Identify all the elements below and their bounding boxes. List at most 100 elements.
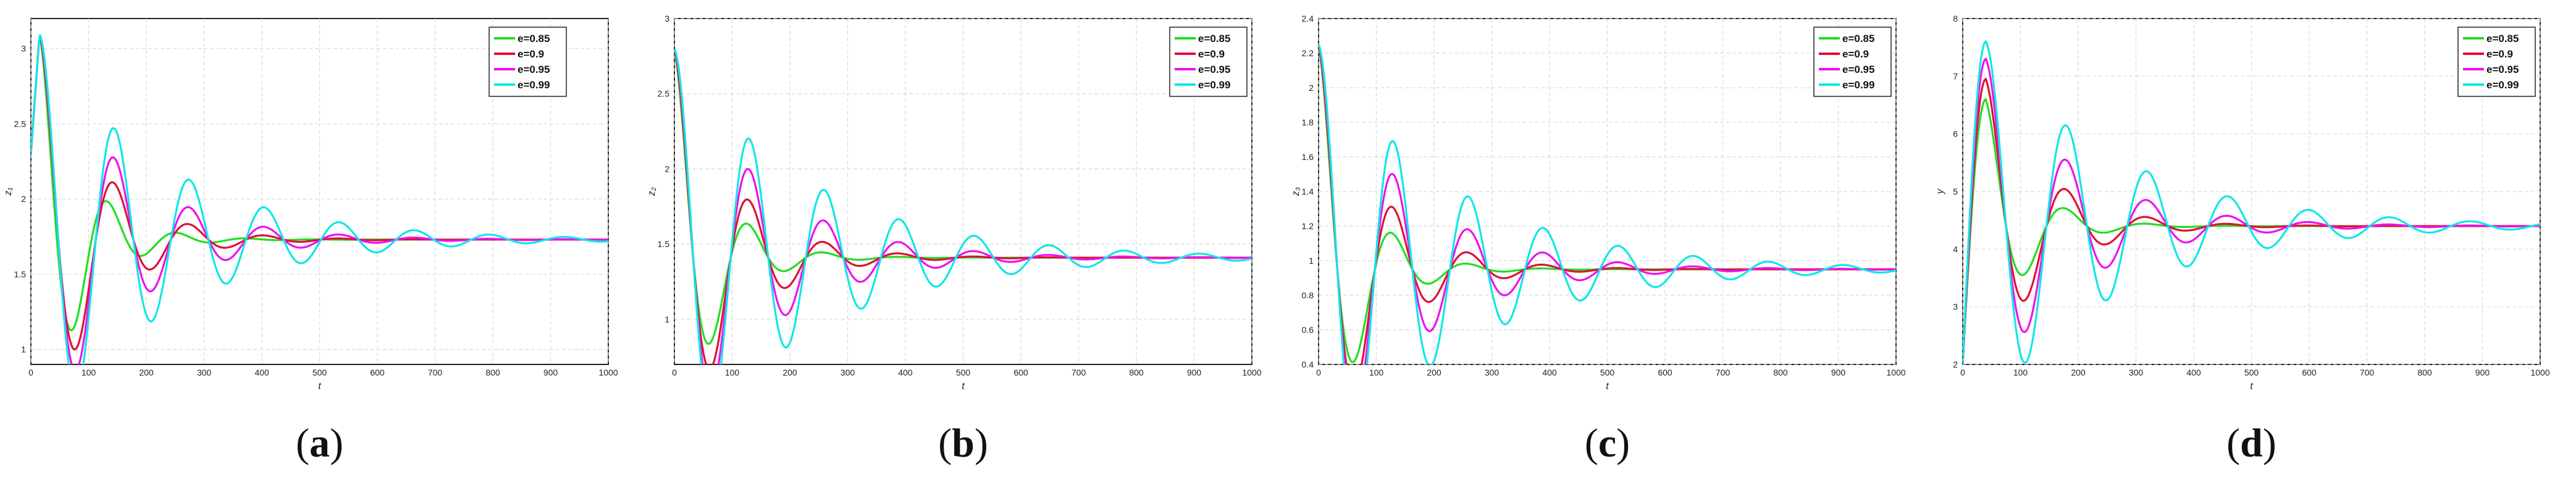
x-tick-label: 300 bbox=[841, 368, 855, 377]
y-tick-label: 2 bbox=[1309, 83, 1314, 93]
y-tick-label: 1.5 bbox=[14, 269, 27, 279]
x-tick-label: 900 bbox=[1187, 368, 1202, 377]
x-axis-label: t bbox=[962, 381, 965, 392]
y-tick-label: 1 bbox=[665, 314, 669, 324]
legend-label: e=0.99 bbox=[1198, 79, 1230, 91]
x-axis-label: t bbox=[1606, 381, 1609, 392]
x-tick-label: 800 bbox=[1129, 368, 1144, 377]
x-tick-label: 900 bbox=[543, 368, 558, 377]
legend-label: e=0.95 bbox=[518, 64, 550, 75]
y-tick-label: 2 bbox=[1953, 359, 1958, 369]
y-tick-label: 1.8 bbox=[1302, 117, 1314, 127]
x-tick-label: 800 bbox=[1773, 368, 1788, 377]
chart-svg-a: 0 100 200 300 400 500 600 700 800 900 1000 1 1.5 2 2.5… bbox=[3, 18, 618, 392]
chart-panel-d: 0 100 200 300 400 500 600 700 800 900 1000 2 3 4 5 6 7 8 t… bbox=[1932, 0, 2575, 496]
panel-caption: (b) bbox=[938, 421, 988, 466]
y-axis-label: z₂ bbox=[647, 187, 657, 196]
chart-panel-b: 0 100 200 300 400 500 600 700 800 900 1000 1 1.5 2 2.5… bbox=[644, 0, 1287, 496]
chart-panel-c: 0 100 200 300 400 500 600 700 800 900 1000 0.4 0.6 0.… bbox=[1288, 0, 1931, 496]
caption-letter: a bbox=[309, 421, 330, 466]
legend-label: e=0.85 bbox=[1198, 33, 1230, 44]
legend-label: e=0.99 bbox=[2486, 79, 2519, 91]
legend-label: e=0.99 bbox=[1842, 79, 1874, 91]
legend-label: e=0.85 bbox=[2486, 33, 2519, 44]
y-tick-label: 2 bbox=[665, 164, 669, 174]
caption-letter: b bbox=[952, 421, 975, 466]
x-tick-label: 700 bbox=[2360, 368, 2375, 377]
x-tick-label: 500 bbox=[2244, 368, 2259, 377]
x-tick-label: 800 bbox=[485, 368, 500, 377]
series-line-e099 bbox=[1963, 40, 2540, 364]
x-tick-label: 600 bbox=[370, 368, 385, 377]
caption-letter: d bbox=[2240, 421, 2263, 466]
legend-label: e=0.95 bbox=[1198, 64, 1230, 75]
x-tick-label: 600 bbox=[1658, 368, 1672, 377]
x-tick-label: 0 bbox=[1316, 368, 1321, 377]
legend-label: e=0.9 bbox=[1842, 48, 1869, 60]
x-tick-label: 100 bbox=[1369, 368, 1384, 377]
y-tick-label: 0.6 bbox=[1302, 325, 1314, 335]
chart-panel-a: 0 100 200 300 400 500 600 700 800 900 1000 1 1.5 2 2.5… bbox=[0, 0, 644, 496]
y-tick-label: 5 bbox=[1953, 187, 1958, 196]
x-tick-label: 400 bbox=[898, 368, 913, 377]
y-tick-label: 2.4 bbox=[1302, 14, 1314, 23]
x-tick-label: 600 bbox=[2302, 368, 2317, 377]
y-tick-label: 3 bbox=[21, 44, 26, 54]
panel-caption: (a) bbox=[296, 421, 343, 466]
y-tick-label: 2.5 bbox=[14, 119, 27, 128]
y-tick-label: 1.6 bbox=[1302, 152, 1314, 162]
x-tick-label: 700 bbox=[1716, 368, 1731, 377]
x-tick-label: 300 bbox=[2129, 368, 2144, 377]
x-tick-label: 100 bbox=[2013, 368, 2028, 377]
y-tick-label: 8 bbox=[1953, 14, 1958, 23]
y-tick-label: 4 bbox=[1953, 244, 1958, 254]
x-tick-label: 900 bbox=[1831, 368, 1846, 377]
chart-svg-b: 0 100 200 300 400 500 600 700 800 900 1000 1 1.5 2 2.5… bbox=[647, 14, 1262, 392]
y-tick-label: 6 bbox=[1953, 129, 1958, 139]
y-tick-label: 1.2 bbox=[1302, 221, 1314, 231]
x-tick-label: 100 bbox=[82, 368, 96, 377]
x-tick-label: 400 bbox=[254, 368, 269, 377]
y-axis-label: y bbox=[1935, 188, 1945, 195]
series-line-e099 bbox=[674, 48, 1252, 364]
x-axis-label: t bbox=[318, 381, 321, 392]
legend-label: e=0.85 bbox=[518, 33, 550, 44]
x-axis-label: t bbox=[2250, 381, 2253, 392]
y-tick-label: 7 bbox=[1953, 71, 1958, 81]
x-tick-label: 1000 bbox=[1886, 368, 1905, 377]
x-tick-label: 500 bbox=[956, 368, 971, 377]
x-tick-label: 700 bbox=[428, 368, 443, 377]
x-tick-label: 0 bbox=[672, 368, 677, 377]
x-tick-label: 200 bbox=[139, 368, 154, 377]
x-tick-label: 700 bbox=[1072, 368, 1086, 377]
y-tick-label: 3 bbox=[1953, 302, 1958, 312]
y-tick-label: 0.4 bbox=[1302, 359, 1314, 369]
y-tick-label: 1.5 bbox=[658, 239, 670, 249]
y-tick-label: 1 bbox=[1309, 256, 1314, 266]
x-tick-label: 200 bbox=[2071, 368, 2086, 377]
x-tick-label: 0 bbox=[28, 368, 33, 377]
legend-label: e=0.9 bbox=[518, 48, 544, 60]
panel-caption: (c) bbox=[1584, 421, 1630, 466]
y-tick-label: 2 bbox=[21, 194, 26, 204]
x-tick-label: 400 bbox=[2186, 368, 2201, 377]
y-tick-label: 2.5 bbox=[658, 89, 670, 99]
legend-label: e=0.95 bbox=[2486, 64, 2519, 75]
x-tick-label: 900 bbox=[2475, 368, 2490, 377]
x-tick-label: 300 bbox=[1485, 368, 1500, 377]
y-tick-label: 0.8 bbox=[1302, 290, 1314, 300]
legend-label: e=0.85 bbox=[1842, 33, 1874, 44]
x-tick-label: 500 bbox=[313, 368, 327, 377]
x-tick-label: 1000 bbox=[598, 368, 618, 377]
y-tick-label: 3 bbox=[665, 14, 669, 23]
panel-caption: (d) bbox=[2226, 421, 2276, 466]
chart-svg-c: 0 100 200 300 400 500 600 700 800 900 1000 0.4 0.6 0.… bbox=[1291, 14, 1906, 392]
y-axis-label: z₃ bbox=[1291, 187, 1301, 196]
legend-label: e=0.95 bbox=[1842, 64, 1874, 75]
y-tick-label: 1.4 bbox=[1302, 187, 1314, 196]
series-line-e095 bbox=[1963, 57, 2540, 364]
x-tick-label: 0 bbox=[1960, 368, 1965, 377]
x-tick-label: 200 bbox=[782, 368, 797, 377]
x-tick-label: 1000 bbox=[1242, 368, 1261, 377]
